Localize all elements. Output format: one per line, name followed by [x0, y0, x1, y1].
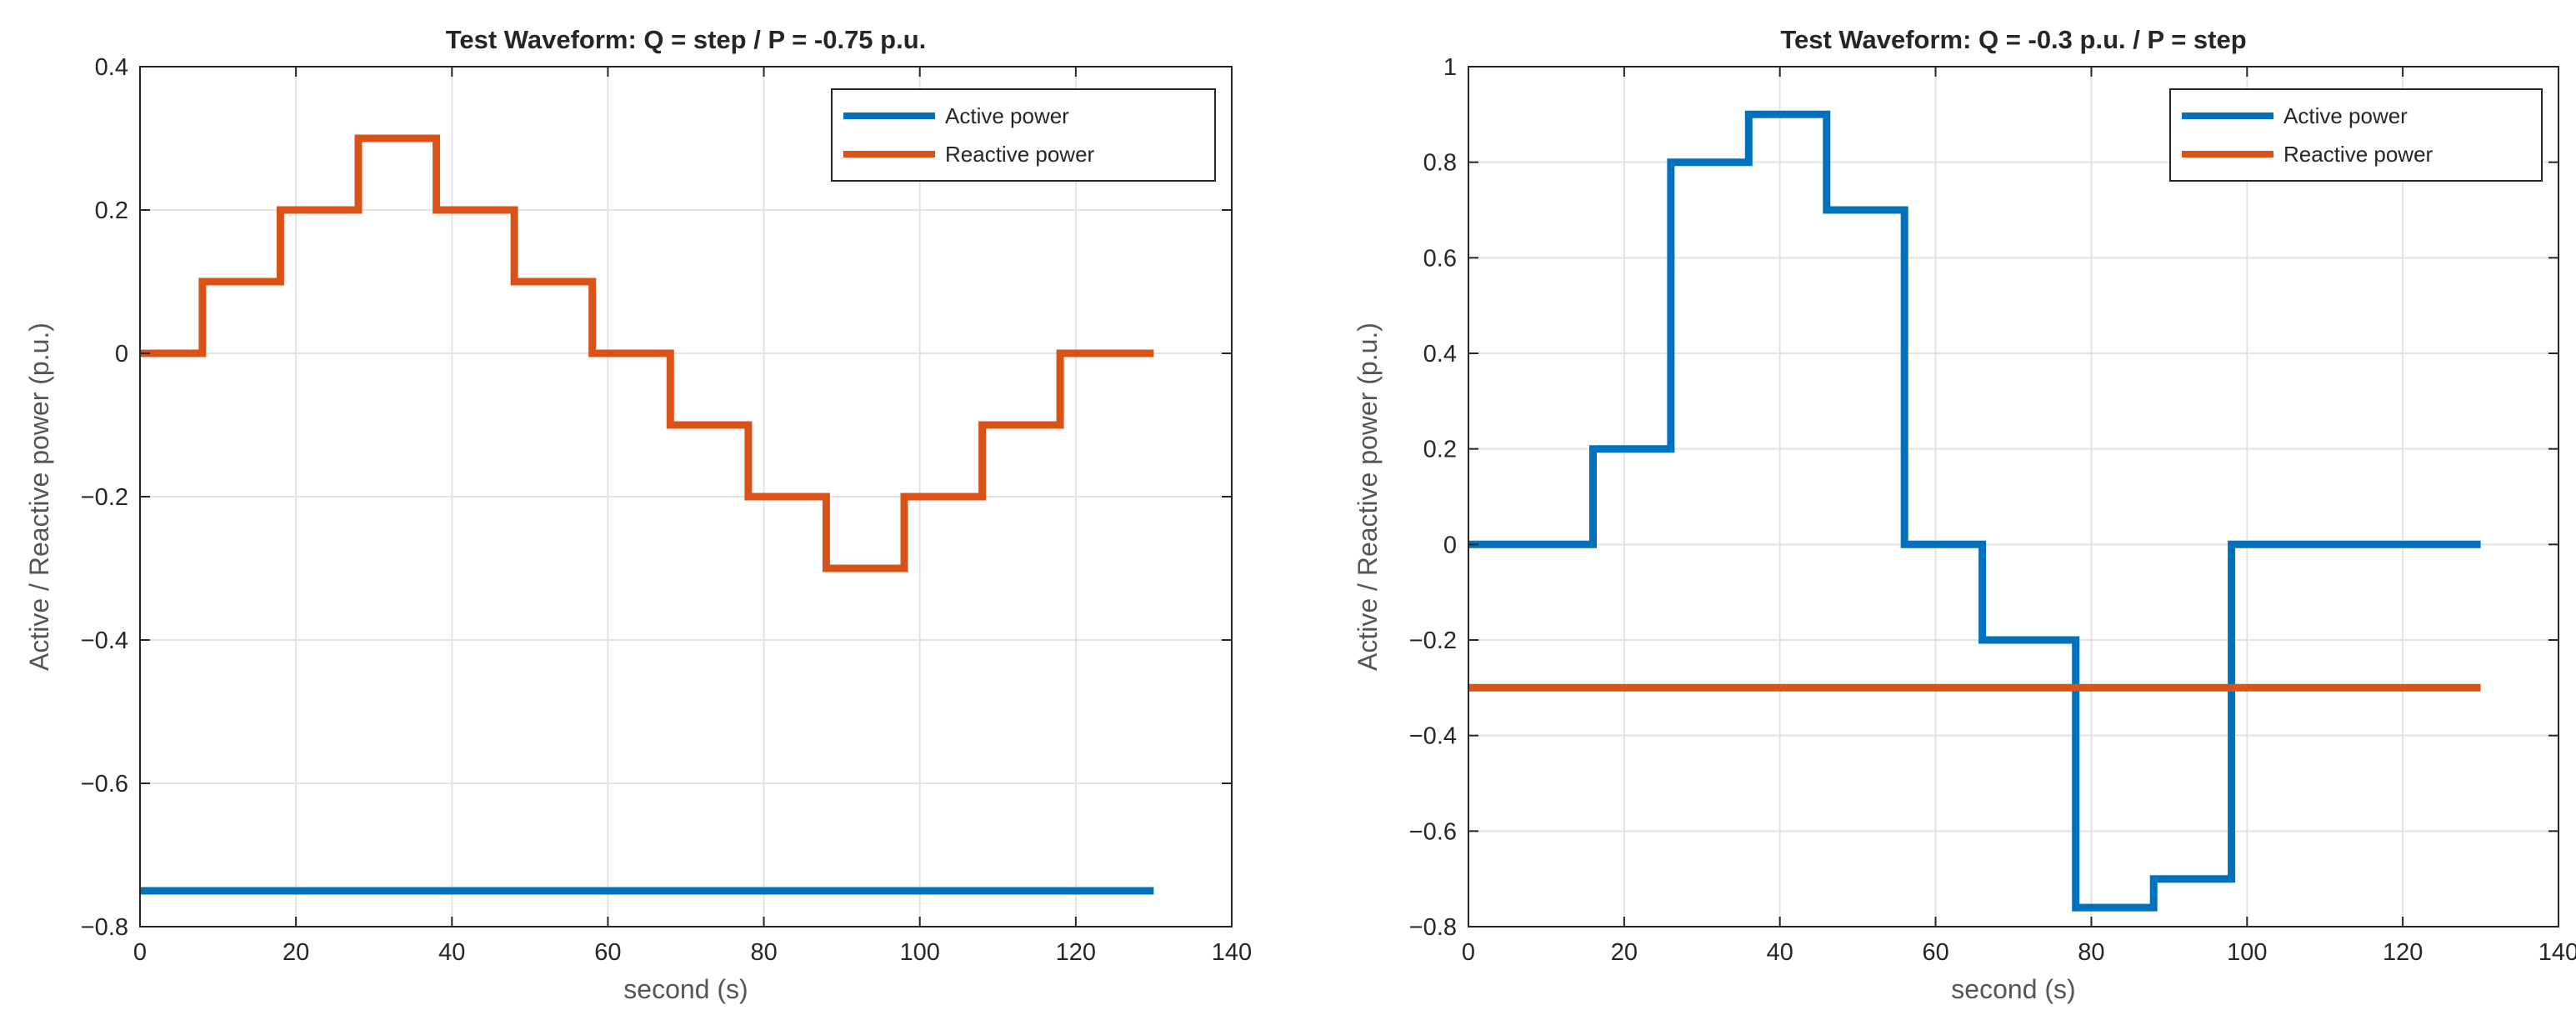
y-tick-label: −0.2 — [1409, 628, 1457, 654]
x-axis-label: second (s) — [1951, 974, 2075, 1004]
y-tick-label: −0.2 — [81, 484, 128, 511]
y-tick-label: 0 — [115, 341, 128, 368]
x-tick-label: 40 — [1767, 939, 1793, 966]
y-tick-label: 1 — [1443, 54, 1457, 81]
x-tick-label: 0 — [133, 939, 147, 966]
y-tick-label: 0.2 — [95, 198, 128, 224]
y-tick-label: 0.8 — [1423, 150, 1457, 177]
y-tick-label: 0.6 — [1423, 245, 1457, 272]
x-tick-label: 100 — [2227, 939, 2267, 966]
legend-box — [2169, 88, 2543, 182]
y-tick-label: −0.8 — [1409, 914, 1457, 941]
legend-box — [831, 88, 1216, 182]
x-tick-label: 120 — [2383, 939, 2423, 966]
legend-label: Reactive power — [945, 142, 1095, 167]
x-tick-label: 40 — [438, 939, 465, 966]
y-tick-label: −0.6 — [1409, 818, 1457, 845]
chart-2: 0 20 40 60 80 100 120 140 −0.8 −0.6 −0.4 −0.2 0 0.2 0.… — [1353, 25, 2576, 1004]
chart-title: Test Waveform: Q = -0.3 p.u. / P = step — [1780, 25, 2246, 54]
x-tick-label: 60 — [1922, 939, 1948, 966]
x-tick-label: 140 — [1212, 939, 1252, 966]
y-axis-label: Active / Reactive power (p.u.) — [24, 322, 54, 671]
y-tick-label: −0.4 — [81, 628, 128, 654]
x-tick-label: 80 — [750, 939, 777, 966]
x-tick-label: 140 — [2538, 939, 2576, 966]
y-tick-label: −0.8 — [81, 914, 128, 941]
y-tick-label: 0.4 — [95, 54, 128, 81]
legend-label: Reactive power — [2283, 142, 2433, 167]
series-line-reactive-power — [140, 134, 1154, 572]
x-tick-label: 20 — [283, 939, 309, 966]
chart-1: 0 20 40 60 80 100 120 140 −0.8 −0.6 −0.4 −0.2 0 0.2 0.… — [24, 25, 1252, 1004]
x-tick-label: 120 — [1056, 939, 1096, 966]
chart-title: Test Waveform: Q = step / P = -0.75 p.u. — [446, 25, 927, 54]
y-tick-label: −0.4 — [1409, 723, 1457, 750]
x-tick-label: 60 — [594, 939, 621, 966]
y-tick-label: −0.6 — [81, 771, 128, 798]
legend-label: Active power — [945, 103, 1069, 128]
x-tick-label: 20 — [1611, 939, 1638, 966]
legend-label: Active power — [2283, 103, 2408, 128]
x-axis-label: second (s) — [623, 974, 748, 1004]
series-line-active-power — [1468, 110, 2481, 912]
x-tick-label: 80 — [2078, 939, 2104, 966]
axes-box — [1468, 66, 2559, 928]
y-tick-label: 0 — [1443, 532, 1457, 558]
legend: Active power Reactive power — [2169, 88, 2543, 182]
legend: Active power Reactive power — [831, 88, 1216, 182]
y-tick-label: 0.4 — [1423, 341, 1457, 368]
x-tick-label: 0 — [1462, 939, 1475, 966]
y-axis-label: Active / Reactive power (p.u.) — [1353, 322, 1383, 671]
plot-area — [1468, 67, 2558, 927]
y-tick-label: 0.2 — [1423, 437, 1457, 463]
x-tick-label: 100 — [900, 939, 940, 966]
